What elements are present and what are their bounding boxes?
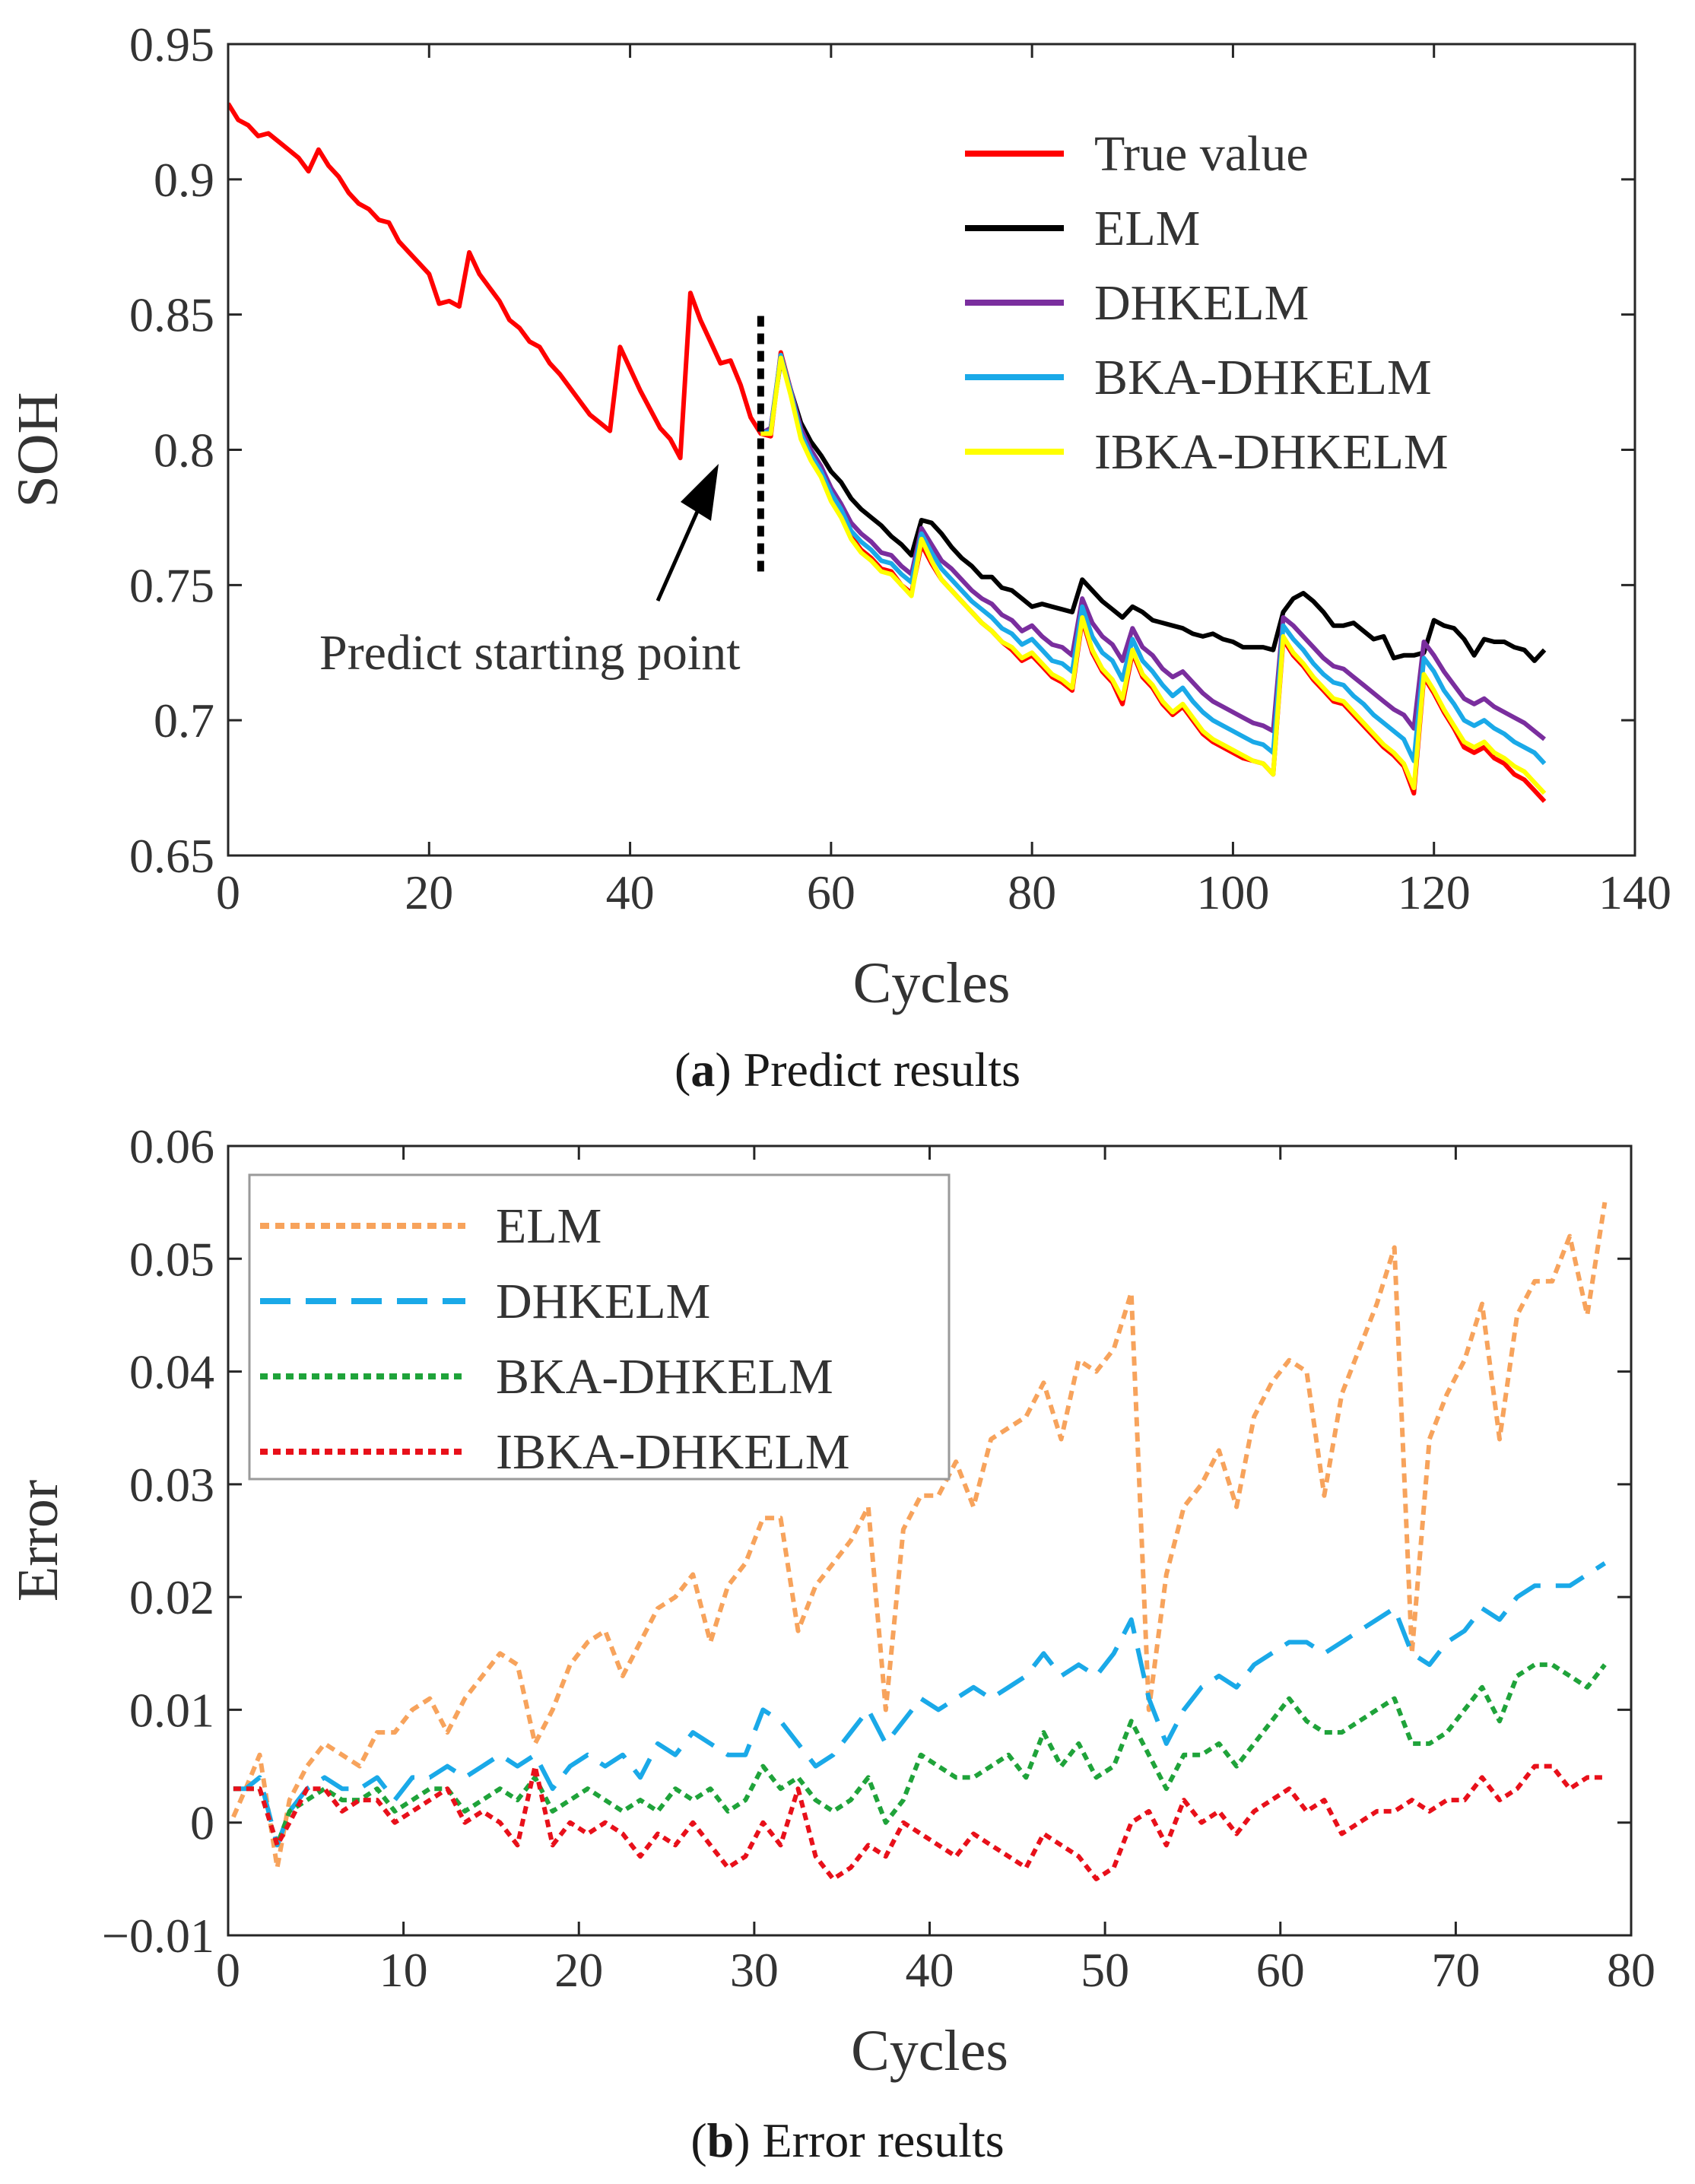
x-tick-label: 60 [807,865,855,919]
y-tick-label: 0 [190,1796,214,1850]
annotation-arrow-head [681,464,719,521]
x-axis-label: Cycles [851,2019,1008,2083]
y-axis-label: SOH [6,392,70,507]
series-line-dhkelm [759,353,1546,741]
y-tick-label: 0.9 [154,153,214,207]
y-tick-label: 0.03 [129,1458,214,1512]
y-tick-label: −0.01 [102,1909,214,1963]
series-line-bka-dhkelm [233,1662,1607,1848]
series-line-ibka-dhkelm [760,355,1547,795]
x-tick-label: 120 [1398,865,1471,919]
x-tick-label: 20 [405,865,453,919]
y-tick-label: 0.65 [129,829,214,883]
x-tick-label: 10 [379,1943,428,1997]
caption-a-letter: a [690,1043,716,1097]
y-tick-label: 0.06 [129,1119,214,1173]
annotation-label: Predict starting point [319,625,741,681]
x-tick-label: 50 [1081,1943,1129,1997]
x-tick-label: 100 [1196,865,1269,919]
y-axis-label: Error [6,1480,70,1601]
caption-b-letter: b [706,2113,735,2167]
y-tick-label: 0.04 [129,1345,214,1399]
y-tick-label: 0.05 [129,1232,214,1286]
x-tick-label: 70 [1431,1943,1480,1997]
legend-label-bka-dhkelm: BKA-DHKELM [496,1349,833,1405]
series-line-ibka-dhkelm [233,1763,1605,1881]
legend-label-ibka-dhkelm: IBKA-DHKELM [1094,424,1449,480]
x-tick-label: 80 [1008,865,1056,919]
y-tick-label: 0.7 [154,694,214,748]
y-tick-label: 0.02 [129,1570,214,1624]
x-tick-label: 0 [216,865,240,919]
chart-a: 0 20 40 60 80 100 120 140 0.65 0.7 0.75 0.8 0.85 0.9 0… [6,17,1671,1015]
legend-label-true value: True value [1094,126,1309,182]
legend-label-dhkelm: DHKELM [1094,275,1309,331]
x-tick-label: 30 [730,1943,779,1997]
legend-label-bka-dhkelm: BKA-DHKELM [1094,350,1432,405]
x-tick-label: 40 [606,865,655,919]
y-tick-label: 0.85 [129,288,214,342]
y-tick-label: 0.95 [129,17,214,71]
x-tick-label: 40 [906,1943,954,1997]
chart-b: 0 10 20 30 40 50 60 70 80−0.0100.010.020.030.040… [6,1119,1655,2083]
x-axis-label: Cycles [853,951,1011,1015]
legend-label-elm: ELM [1094,201,1200,256]
x-tick-label: 60 [1256,1943,1305,1997]
x-tick-label: 20 [554,1943,603,1997]
x-tick-label: 80 [1607,1943,1655,1997]
y-tick-label: 0.8 [154,424,214,478]
caption-a-text: Predict results [731,1043,1020,1097]
x-tick-label: 0 [216,1943,240,1997]
series-line-elm [231,1202,1608,1870]
caption-b: (b) Error results [690,2113,1005,2167]
series-line-dhkelm [233,1561,1607,1848]
legend-label-dhkelm: DHKELM [496,1274,710,1329]
caption-a: (a) Predict results [675,1043,1020,1097]
x-tick-label: 140 [1598,865,1671,919]
series-line-bka-dhkelm [760,353,1547,766]
legend: ELM DHKELM BKA-DHKELM IBKA-DHKELM [248,1173,951,1481]
legend-label-elm: ELM [496,1198,602,1254]
legend-label-ibka-dhkelm: IBKA-DHKELM [496,1424,850,1480]
legend-box [248,1173,951,1481]
y-tick-label: 0.75 [129,558,214,612]
y-tick-label: 0.01 [129,1683,214,1737]
series-line-elm [759,358,1547,663]
caption-b-text: Error results [750,2113,1005,2167]
legend: True value ELM DHKELM BKA-DHKELM IBKA-DHKELM [965,126,1449,480]
